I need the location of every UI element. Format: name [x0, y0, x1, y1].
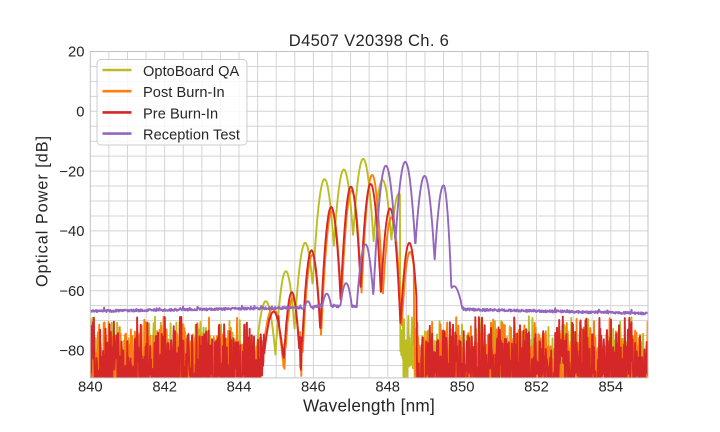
- svg-text:−80: −80: [59, 344, 84, 360]
- svg-text:Wavelength [nm]: Wavelength [nm]: [303, 396, 435, 416]
- svg-text:0: 0: [76, 105, 84, 121]
- svg-text:Post Burn-In: Post Burn-In: [143, 85, 225, 101]
- svg-text:Pre Burn-In: Pre Burn-In: [143, 106, 218, 122]
- svg-text:−60: −60: [59, 284, 84, 300]
- svg-text:846: 846: [301, 380, 326, 396]
- svg-text:852: 852: [524, 380, 549, 396]
- svg-text:844: 844: [227, 380, 252, 396]
- svg-text:854: 854: [598, 380, 623, 396]
- svg-text:Reception Test: Reception Test: [143, 128, 240, 144]
- svg-text:848: 848: [375, 380, 400, 396]
- svg-text:−40: −40: [59, 224, 84, 240]
- svg-text:850: 850: [450, 380, 475, 396]
- svg-text:840: 840: [78, 380, 103, 396]
- svg-text:20: 20: [68, 45, 84, 61]
- svg-text:−20: −20: [59, 164, 84, 180]
- svg-text:Optical Power [dB]: Optical Power [dB]: [34, 135, 52, 287]
- svg-text:842: 842: [152, 380, 177, 396]
- svg-text:D4507 V20398 Ch. 6: D4507 V20398 Ch. 6: [289, 31, 449, 50]
- svg-text:OptoBoard QA: OptoBoard QA: [143, 64, 240, 80]
